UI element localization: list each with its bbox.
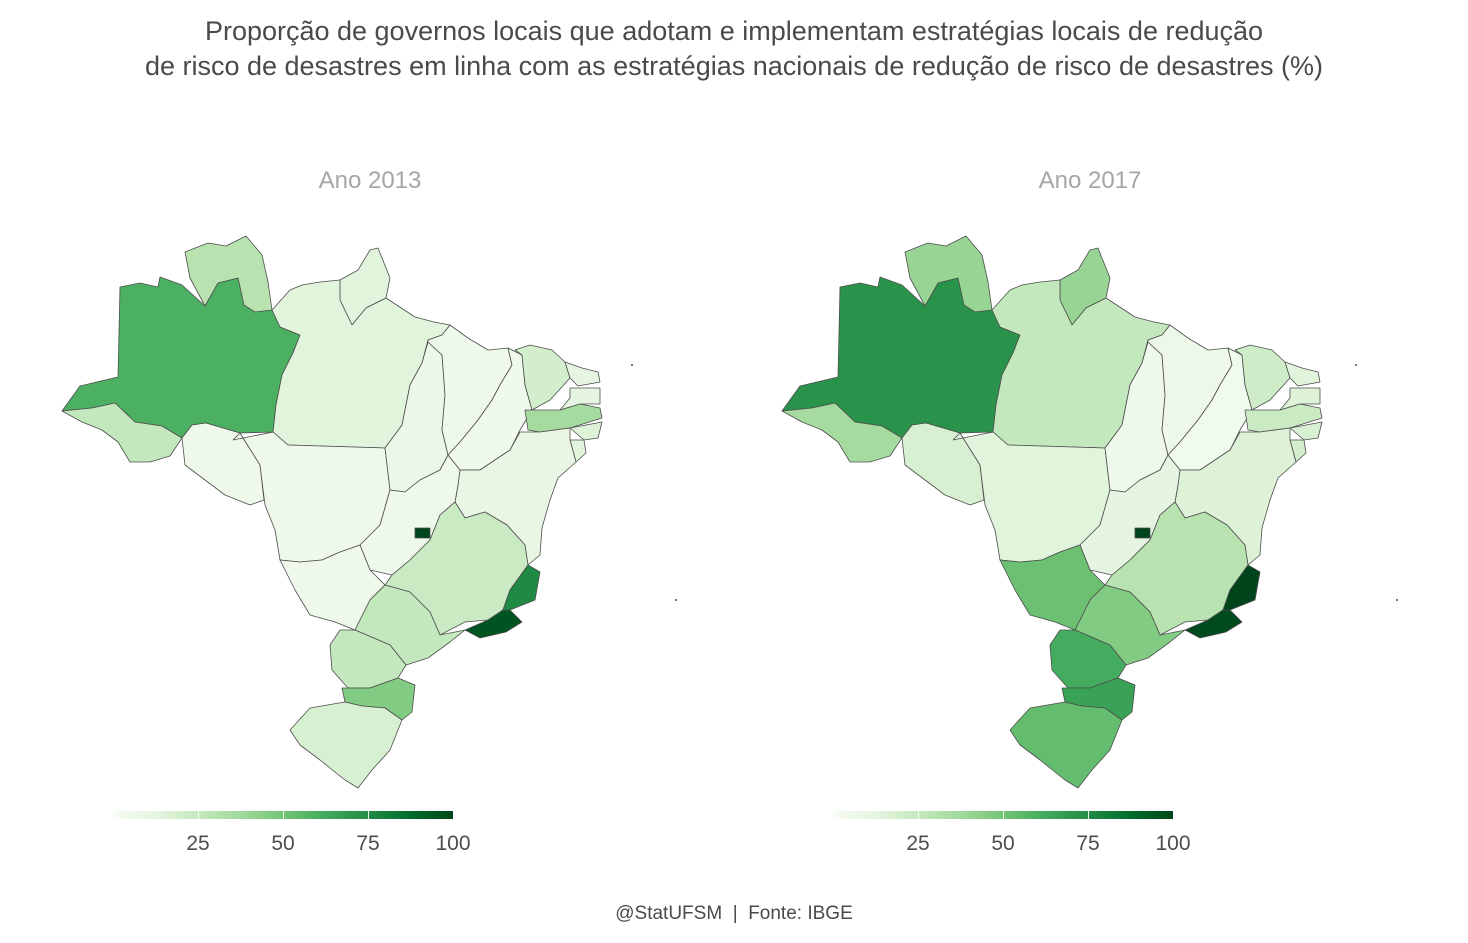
legend-tick (1172, 811, 1174, 819)
source-caption: @StatUFSM | Fonte: IBGE (615, 903, 853, 924)
state-pr (1049, 629, 1127, 689)
state-ro (181, 422, 265, 506)
map-panel-2017: Ano 2017 25 50 75 100 (730, 160, 1450, 880)
panel-title-2013: Ano 2013 (318, 167, 422, 194)
state-rs (289, 701, 403, 789)
chart-title: Proporção de governos locais que adotam … (0, 14, 1468, 84)
legend-label-2017-100: 100 (1155, 832, 1191, 855)
legend-label-2017-75: 75 (1076, 832, 1100, 855)
state-pr (329, 629, 407, 689)
legend-tick (367, 811, 369, 819)
legend-label-2017-25: 25 (906, 832, 930, 855)
state-ce (514, 344, 571, 411)
title-line-1: Proporção de governos locais que adotam … (204, 16, 1264, 46)
legend-tick (1002, 811, 1004, 819)
island-dot (1355, 364, 1357, 366)
legend-label-2013-25: 25 (186, 832, 210, 855)
state-df (1134, 527, 1151, 539)
state-rr (184, 235, 273, 313)
state-al (1289, 421, 1323, 441)
island-dot (631, 364, 633, 366)
map-panel-2013: Ano 2013 25 50 75 100 (10, 160, 730, 880)
legend-tick (917, 811, 919, 819)
state-df (414, 527, 431, 539)
state-pe (524, 403, 603, 433)
state-rr (904, 235, 993, 313)
legend-label-2013-75: 75 (356, 832, 380, 855)
panel-title-2017: Ano 2017 (1038, 167, 1142, 194)
legend-label-2013-100: 100 (435, 832, 471, 855)
state-al (569, 421, 603, 441)
brazil-map-2013 (61, 235, 677, 789)
state-rj (1184, 609, 1243, 639)
state-rn (1284, 361, 1321, 387)
state-rn (564, 361, 601, 387)
island-dot (1396, 599, 1398, 601)
state-pe (1244, 403, 1323, 433)
legend-tick (1087, 811, 1089, 819)
legend-label-2017-50: 50 (991, 832, 1015, 855)
state-rj (464, 609, 523, 639)
state-ce (1234, 344, 1291, 411)
legend-label-2013-50: 50 (271, 832, 295, 855)
state-ac (781, 402, 903, 463)
brazil-map-2017 (781, 235, 1398, 789)
state-ro (901, 422, 985, 506)
title-line-2: de risco de desastres em linha com as es… (144, 51, 1324, 81)
island-dot (675, 599, 677, 601)
state-ac (61, 402, 183, 463)
legend-tick (282, 811, 284, 819)
state-rs (1009, 701, 1123, 789)
legend-tick (452, 811, 454, 819)
legend-tick (197, 811, 199, 819)
